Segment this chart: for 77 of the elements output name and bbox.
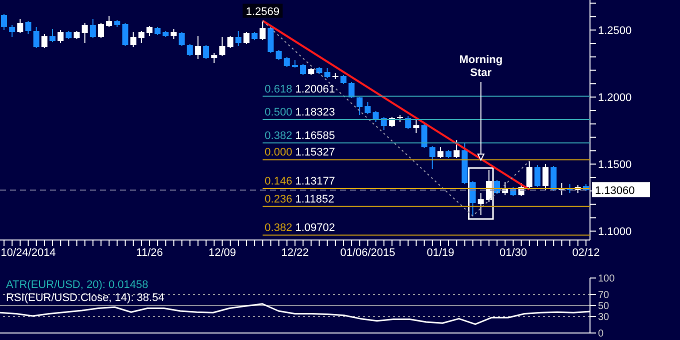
x-tick-label: 12/09: [208, 246, 236, 259]
y-tick-label: 50: [598, 301, 610, 312]
x-tick-label: 02/12: [572, 246, 600, 259]
candlestick: [284, 56, 290, 68]
candlestick: [1, 13, 7, 31]
candlestick: [138, 30, 144, 44]
candlestick: [235, 30, 242, 46]
y-tick-label: 30: [598, 312, 610, 324]
candlestick: [82, 22, 88, 44]
candlestick: [348, 82, 355, 99]
candlestick: [203, 44, 210, 60]
candlestick: [9, 24, 16, 38]
x-tick-label: 11/26: [136, 246, 163, 259]
candlestick: [340, 74, 346, 85]
candlestick: [106, 15, 112, 28]
candlestick: [260, 20, 266, 40]
y-tick-label: 1.2500: [598, 24, 632, 37]
y-tick-label: 1.1000: [598, 226, 632, 238]
ref-line-label: 0.382 1.09702: [264, 222, 336, 234]
x-tick-label: 01/19: [426, 246, 454, 259]
candlestick: [178, 32, 185, 46]
candlestick: [41, 34, 48, 48]
candlestick: [454, 140, 460, 159]
candlestick: [534, 164, 540, 188]
y-tick-label: 70: [598, 290, 610, 302]
text: RSI(EUR/USD.Close, 14): 38.54: [6, 292, 164, 304]
candlestick: [130, 32, 136, 48]
y-tick-label: 0: [598, 328, 604, 340]
candlestick: [33, 26, 40, 48]
ref-line-label: 0.146 1.13177: [264, 176, 336, 188]
candlestick: [243, 32, 250, 44]
candlestick: [478, 192, 484, 216]
candlestick: [25, 20, 32, 35]
candlestick: [49, 28, 56, 43]
annotation: Morning Star: [459, 54, 503, 79]
y-tick-label: 1.1500: [598, 159, 632, 172]
candlestick: [526, 160, 532, 188]
candlestick: [421, 124, 428, 149]
candlestick: [470, 180, 476, 216]
x-tick-label: 01/06/2015: [340, 246, 396, 259]
candlestick: [364, 102, 371, 115]
candlestick: [122, 22, 128, 46]
candlestick: [194, 36, 201, 60]
x-tick-label: 12/22: [281, 246, 309, 259]
ref-line-label: 0.382 1.16585: [264, 130, 336, 142]
candlestick: [405, 116, 412, 130]
candlestick: [413, 120, 420, 134]
ref-line-label: 0.500 1.18323: [264, 106, 336, 119]
candlestick: [227, 36, 234, 48]
candlestick: [98, 22, 104, 39]
candlestick: [219, 36, 226, 57]
ref-line-label: 0.236 1.11852: [264, 193, 334, 206]
candlestick: [437, 146, 444, 159]
candlestick: [550, 165, 557, 192]
ref-line-label: 0.618 1.20061: [264, 83, 336, 96]
y-tick-label: 1.2000: [598, 92, 632, 104]
candlestick: [90, 18, 96, 39]
candlestick: [211, 52, 218, 64]
candlestick: [429, 146, 436, 170]
candlestick: [324, 67, 330, 79]
candlestick: [58, 30, 64, 44]
candlestick: [186, 43, 193, 57]
candlestick: [356, 96, 363, 116]
x-tick-label: 01/30: [499, 246, 527, 259]
candlestick: [486, 170, 492, 203]
y-tick-label: 100: [598, 274, 616, 285]
candlestick: [170, 28, 177, 40]
x-tick-label: 10/24/2014: [0, 246, 56, 259]
candlestick: [542, 163, 549, 190]
candlestick: [17, 18, 24, 34]
ref-line-label: 0.000 1.15327: [264, 146, 336, 159]
candlestick: [300, 63, 306, 76]
candlestick: [146, 26, 152, 37]
annotation: 1.2569: [246, 6, 280, 18]
candlestick: [276, 50, 282, 61]
ref-line-label: 1.13060: [595, 185, 635, 198]
chart-title: ATR(EUR/USD, 20): 0.01458: [6, 279, 148, 291]
